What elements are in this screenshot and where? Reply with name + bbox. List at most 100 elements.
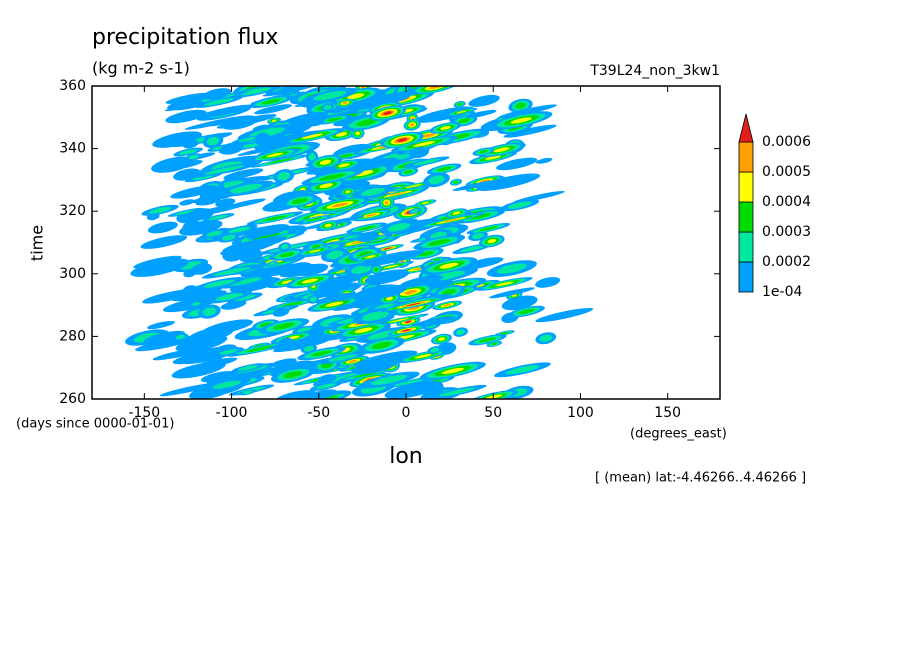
- contour-fill: [475, 173, 541, 191]
- colorbar-box: [738, 231, 754, 263]
- contour-fill: [433, 258, 441, 261]
- contour-fill: [406, 302, 422, 307]
- contour-fill: [270, 362, 308, 375]
- contour-fill: [223, 168, 264, 180]
- contour-fill: [273, 322, 295, 330]
- contour-fill: [184, 116, 246, 130]
- contour-fill: [389, 192, 407, 196]
- contour-fill: [428, 239, 451, 246]
- contour-fill: [539, 334, 552, 342]
- colorbar-extend: [738, 113, 754, 143]
- contour-fill: [405, 320, 412, 323]
- contour-fill: [220, 300, 247, 310]
- contour-fill: [225, 236, 287, 253]
- colorbar-label: 0.0002: [762, 254, 811, 270]
- contour-fill: [361, 311, 389, 321]
- contour-fill: [313, 282, 362, 298]
- contour-fill: [353, 170, 374, 177]
- contour-fill: [535, 157, 553, 164]
- contour-fill: [281, 301, 303, 307]
- contour-fill: [479, 179, 490, 183]
- run-label: T39L24_non_3kw1: [589, 63, 720, 79]
- contour-fill: [478, 149, 488, 154]
- contour-fill: [351, 264, 373, 274]
- contour-fill: [391, 378, 427, 387]
- contour-fill: [324, 223, 332, 228]
- contour-fill: [452, 211, 461, 215]
- contour-fill: [479, 226, 498, 231]
- contour-fill: [209, 214, 229, 220]
- contour-fill: [188, 326, 235, 343]
- contour-fill: [180, 290, 228, 304]
- contour-fill: [245, 345, 274, 353]
- contour-fill: [237, 144, 290, 156]
- contour-fill: [421, 133, 436, 138]
- contour-fill: [505, 365, 540, 375]
- contour-fill: [342, 101, 348, 105]
- contour-fill: [215, 198, 236, 208]
- colorbar-label: 0.0006: [762, 134, 811, 150]
- contour-fill: [152, 131, 202, 148]
- contour-fill: [535, 307, 594, 323]
- contour-fill: [279, 252, 295, 258]
- contour-fill: [319, 159, 332, 165]
- contour-fill: [219, 349, 238, 355]
- contour-fill: [206, 230, 222, 237]
- contour-fill: [452, 179, 502, 191]
- contour-fill: [370, 374, 408, 386]
- contour-fill: [493, 147, 510, 153]
- contour-fill: [192, 302, 201, 306]
- contour-fill: [307, 217, 322, 222]
- colorbar-box: [738, 261, 754, 293]
- contour-fill: [179, 149, 198, 155]
- y-tick-label: 360: [59, 78, 86, 94]
- contour-fill: [152, 347, 208, 361]
- contour-fill: [240, 87, 271, 96]
- contour-fill: [343, 234, 360, 240]
- contour-fill: [140, 235, 188, 249]
- contour-fill: [328, 354, 358, 362]
- x-tick-label: 50: [484, 405, 502, 421]
- contour-fill: [413, 141, 436, 147]
- x-units: (degrees_east): [630, 427, 727, 442]
- contour-fill: [465, 109, 497, 118]
- contour-fill: [267, 158, 294, 164]
- contour-fill: [165, 93, 208, 104]
- contour-fill: [495, 157, 538, 171]
- contour-fill: [309, 249, 321, 253]
- contour-fill: [453, 180, 459, 184]
- contour-fill: [515, 102, 526, 109]
- y-tick-label: 320: [59, 203, 86, 219]
- contour-fill: [221, 234, 236, 241]
- contour-fill: [291, 198, 308, 204]
- contour-fill: [352, 372, 377, 378]
- contour-fill: [458, 118, 470, 124]
- colorbar-box: [738, 201, 754, 233]
- x-tick-label: 0: [402, 405, 411, 421]
- contour-fill: [307, 389, 338, 399]
- contour-fill: [170, 159, 203, 170]
- contour-fill: [179, 199, 195, 206]
- contour-fill: [498, 104, 558, 119]
- contour-fill: [496, 263, 527, 274]
- contour-fill: [414, 353, 432, 359]
- contour-fill: [385, 296, 394, 301]
- colorbar-box: [738, 141, 754, 173]
- contour-fill: [318, 374, 337, 384]
- colorbar-label: 0.0005: [762, 164, 811, 180]
- contour-fill: [215, 292, 243, 301]
- contour-fill: [457, 102, 463, 106]
- contour-fill: [472, 232, 484, 239]
- contour-fill: [500, 331, 510, 335]
- contour-fill: [228, 226, 251, 233]
- contour-fill: [510, 117, 532, 124]
- contour-fill: [495, 281, 514, 287]
- contour-fill: [354, 327, 373, 333]
- contour-fill: [303, 345, 314, 352]
- y-units: (days since 0000-01-01): [16, 417, 174, 432]
- contour-fill: [348, 359, 358, 363]
- x-tick-label: 100: [567, 405, 594, 421]
- y-tick-label: 280: [59, 328, 86, 344]
- contour-fill: [173, 168, 201, 181]
- contour-fill: [329, 106, 351, 114]
